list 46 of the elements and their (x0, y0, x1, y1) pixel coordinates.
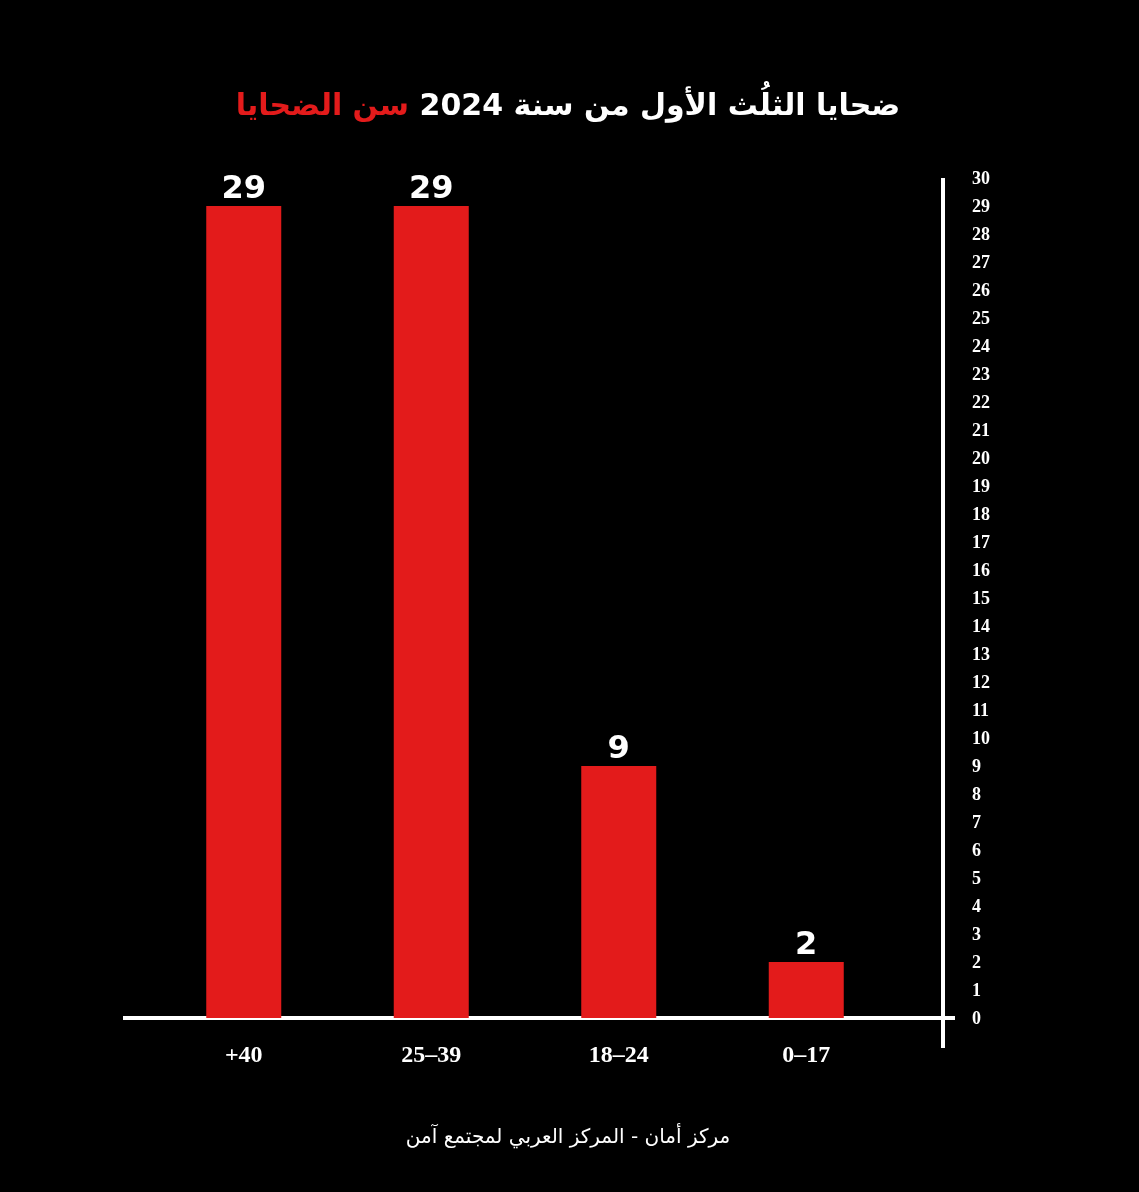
chart-title: ضحايا الثلُث الأول من سنة 2024 (419, 81, 901, 123)
y-tick-label: 15 (972, 588, 990, 608)
y-tick-label: 10 (972, 728, 990, 748)
y-tick-label: 4 (972, 896, 981, 916)
chart-subtitle: سن الضحايا (235, 87, 420, 122)
y-tick-label: 7 (972, 812, 981, 832)
x-tick-label: 0–17 (782, 1041, 831, 1067)
x-tick-label: 18–24 (588, 1041, 649, 1067)
data-label: 29 (221, 168, 267, 206)
data-label: 9 (607, 728, 630, 766)
y-tick-label: 22 (972, 392, 990, 412)
y-tick-label: 29 (972, 196, 990, 216)
bar (206, 206, 282, 1018)
y-tick-label: 12 (972, 672, 990, 692)
y-tick-label: 17 (972, 532, 990, 552)
text: مركز أمان - المركز العربي لمجتمع آمن (405, 1123, 731, 1149)
y-tick-label: 28 (972, 224, 990, 244)
y-tick-label: 21 (972, 420, 990, 440)
y-tick-label: 13 (972, 644, 990, 664)
bar (768, 962, 844, 1018)
y-tick-label: 25 (972, 308, 990, 328)
y-tick-label: 3 (972, 924, 981, 944)
y-tick-label: 11 (972, 700, 990, 720)
y-tick-label: 6 (972, 840, 981, 860)
y-tick-label: 30 (972, 168, 990, 188)
y-tick-label: 19 (972, 476, 990, 496)
y-tick-label: 27 (972, 252, 990, 272)
data-label: 2 (795, 924, 818, 962)
y-tick-label: 23 (972, 364, 990, 384)
y-tick-label: 9 (972, 756, 981, 776)
y-tick-label: 1 (972, 980, 981, 1000)
y-tick-label: 18 (972, 504, 990, 524)
x-tick-label: +40 (224, 1041, 263, 1067)
y-tick-label: 24 (972, 336, 990, 356)
y-tick-label: 14 (972, 616, 990, 636)
y-tick-label: 5 (972, 868, 981, 888)
data-label: 29 (408, 168, 454, 206)
bar (581, 766, 657, 1018)
y-tick-label: 16 (972, 560, 990, 580)
y-tick-label: 0 (972, 1008, 981, 1028)
y-tick-label: 2 (972, 952, 981, 972)
bar (393, 206, 469, 1018)
y-tick-label: 20 (972, 448, 990, 468)
x-tick-label: 25–39 (401, 1041, 462, 1067)
y-tick-label: 26 (972, 280, 990, 300)
y-tick-label: 8 (972, 784, 981, 804)
